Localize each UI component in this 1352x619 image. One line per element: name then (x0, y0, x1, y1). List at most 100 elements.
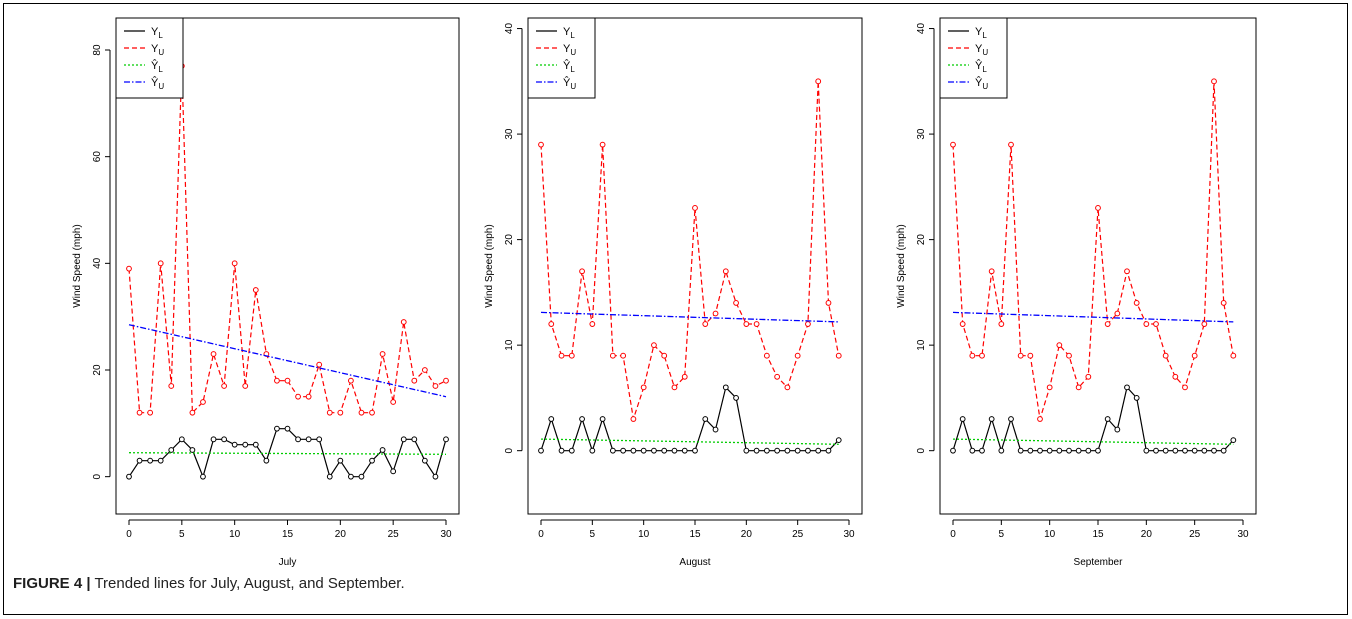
figure-caption: FIGURE 4 | Trended lines for July, Augus… (13, 575, 405, 592)
chart1-series-0-point (231, 441, 238, 448)
chart1-series-0-point (432, 473, 439, 480)
chart1-series-0-point (136, 457, 143, 464)
chart3-series-1-point (998, 321, 1005, 327)
chart3-series-1-point (1046, 384, 1053, 391)
chart1-series-1-point (157, 260, 164, 267)
chart1-y-axis-label: Wind Speed (mph) (72, 224, 83, 307)
chart1-series-1-point (136, 409, 143, 416)
chart1-series-1-point (168, 383, 175, 389)
chart1-series-0-point (379, 447, 386, 453)
chart2-series-0-point (630, 447, 637, 454)
chart3-series-1-point (988, 268, 995, 275)
chart3-series-0-point (1046, 447, 1053, 454)
chart2-series-1-point (558, 352, 565, 359)
chart1-x-tick-label: 5 (179, 529, 185, 540)
chart2-series-1-point (712, 310, 719, 317)
chart1-series-0-point (221, 436, 228, 443)
chart1-series-1-point (305, 393, 312, 400)
chart3-y-axis-label: Wind Speed (mph) (896, 224, 907, 307)
chart1-series-1-point (348, 377, 354, 384)
chart1-series-0-point (316, 436, 323, 443)
chart3-series-0-point (1220, 447, 1227, 454)
chart1-series-0-point (178, 436, 185, 443)
chart3-series-0-point (1008, 416, 1014, 422)
chart1-series-0-point (126, 473, 132, 480)
chart2-series-0-point (538, 447, 544, 454)
chart2-series-1-point (733, 300, 739, 306)
chart1-series-1-point (221, 383, 228, 389)
chart2-series-0-point (661, 447, 668, 454)
chart2-series-0-point (620, 447, 627, 454)
chart2-series-1-point (620, 352, 627, 359)
chart3-series-0-point (998, 447, 1005, 454)
chart2-series-0-point (835, 437, 842, 444)
chart2-series-0-point (702, 416, 709, 422)
chart3-series-0-point (988, 416, 995, 422)
chart1-series-1-point (252, 287, 259, 293)
chart2-series-1-point (722, 268, 729, 275)
chart1-series-1-point (231, 260, 238, 267)
chart1-series-1-point (200, 399, 206, 405)
chart1-y-tick-label: 80 (92, 44, 103, 56)
chart3-plot-box (939, 17, 1257, 515)
chart3-series-0-point (950, 447, 956, 454)
chart1-series-0-point (263, 457, 270, 464)
chart2-legend: YL YU ŶL ŶU (527, 17, 596, 99)
chart3-series-1-point (1143, 321, 1150, 327)
chart1-series-1-point (189, 409, 196, 416)
chart2-series-1-point (763, 352, 770, 359)
chart2-series-1-point (630, 416, 637, 422)
chart3-series-1-point (969, 352, 976, 359)
chart3-series-0-point (1017, 447, 1024, 454)
chart3-series-1-point (1095, 205, 1101, 211)
chart3-panel: 0 5 10 15 20 25 30 0 10 20 30 40 September Wind Speed… (896, 17, 1257, 568)
chart2-x-tick-label: 30 (843, 529, 855, 540)
chart2-series-line-2 (540, 438, 839, 445)
chart1-x-axis-label: July (279, 557, 297, 568)
chart3-x-tick-label: 15 (1092, 529, 1104, 540)
chart2-series-0-point (599, 416, 606, 422)
chart2-y-tick-label: 10 (504, 339, 515, 351)
chart2-series-1-point (815, 78, 822, 85)
chart3-y-tick-label: 30 (916, 128, 927, 140)
chart3-series-1-point (1075, 384, 1082, 391)
figure-caption-text: Trended lines for July, August, and Sept… (94, 575, 405, 592)
chart2-panel: 0 5 10 15 20 25 30 0 10 20 30 40 August Wind Speed (m… (484, 17, 863, 568)
chart1-x-tick-label: 25 (388, 529, 400, 540)
chart2-series-0-point (825, 447, 832, 454)
chart3-series-0-point (1104, 416, 1111, 422)
chart3-series-line-1 (952, 81, 1234, 420)
chart3-series-0-point (1230, 437, 1237, 444)
chart3-legend-label: ŶL (975, 59, 987, 74)
chart2-series-1-point (599, 141, 606, 148)
chart3-series-0-point (959, 416, 966, 422)
chart3-series-1-point (950, 141, 956, 148)
chart3-legend-label: ŶU (975, 76, 988, 91)
chart3-x-tick-label: 10 (1044, 529, 1056, 540)
chart1-series-1-point (358, 409, 365, 416)
chart2-series-0-point (558, 447, 565, 454)
chart3-series-0-point (1037, 447, 1043, 454)
chart2-y-tick-label: 0 (504, 447, 515, 453)
chart1-series-0-point (443, 436, 449, 443)
chart3-series-0-point (1095, 447, 1101, 454)
chart2-series-0-point (763, 447, 770, 454)
chart3-y-tick-label: 10 (916, 339, 927, 351)
chart2-series-1-point (835, 352, 842, 359)
chart3-series-0-point (1124, 384, 1130, 391)
chart2-series-1-point (651, 342, 657, 349)
chart1-series-1-point (316, 361, 323, 368)
chart2-series-1-point (568, 352, 575, 359)
chart3-legend-label: YL (975, 26, 987, 40)
chart1-series-0-point (326, 473, 333, 480)
chart3-series-1-point (1056, 342, 1063, 349)
chart3-series-1-point (1017, 352, 1024, 359)
chart2-legend-label: ŶU (563, 76, 576, 91)
chart1-series-1-point (390, 399, 397, 405)
chart2-series-0-point (743, 447, 750, 454)
chart3-series-1-point (1008, 141, 1014, 148)
chart1-x-tick-label: 30 (440, 529, 452, 540)
chart3-series-1-point (1104, 321, 1111, 327)
chart3-y-tick-label: 40 (916, 23, 927, 35)
chart1-y-tick-label: 40 (92, 257, 103, 269)
